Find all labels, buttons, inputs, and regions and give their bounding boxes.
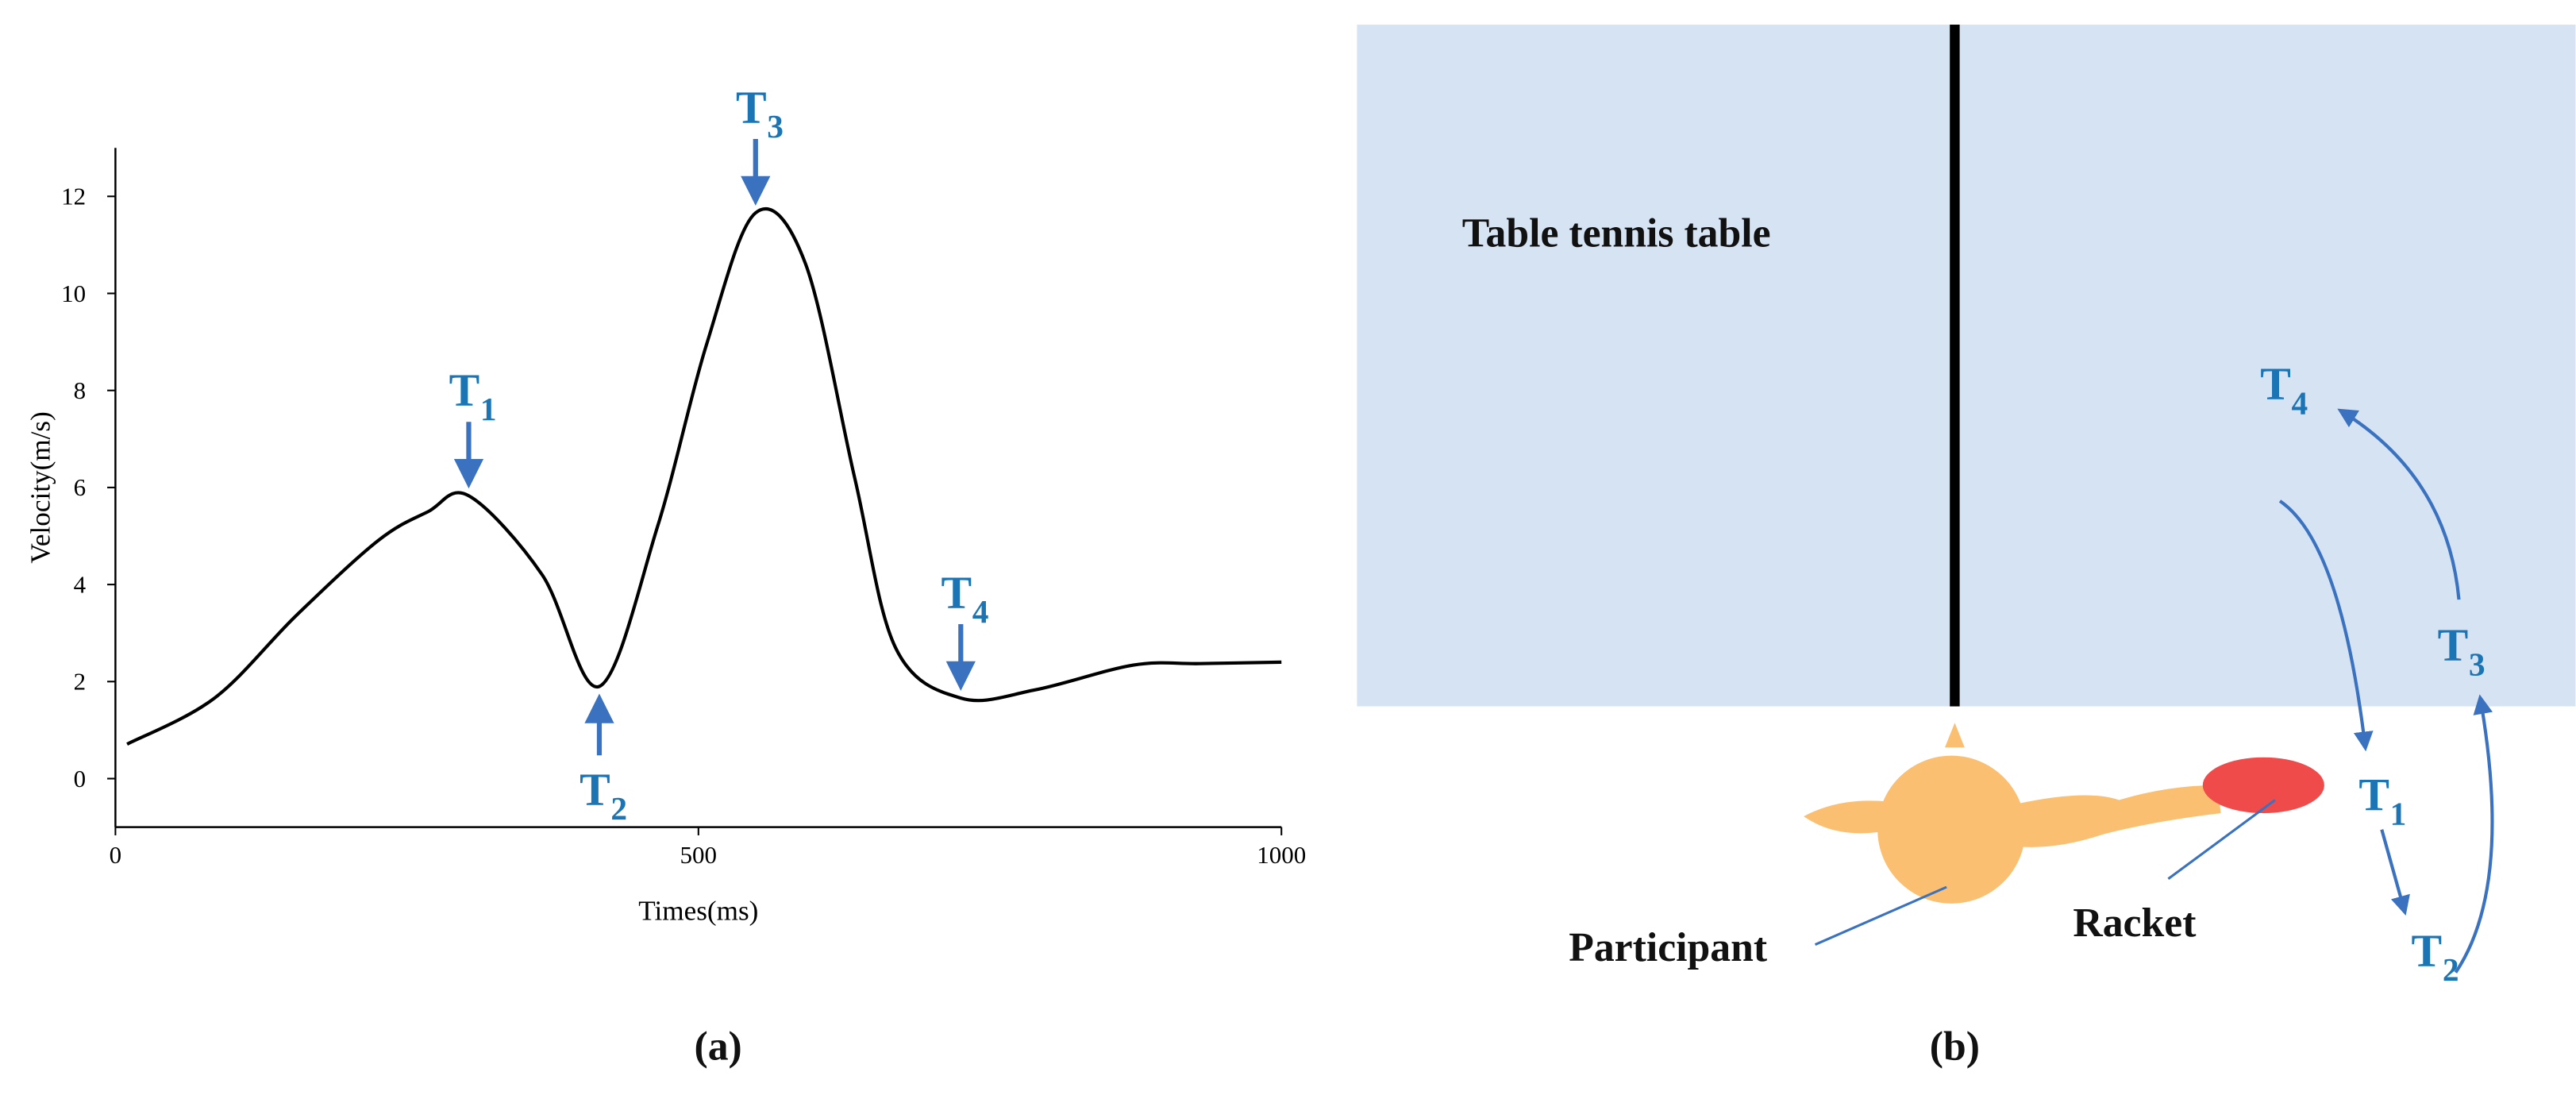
phase-sub: 1 (2390, 796, 2407, 832)
x-tick-label: 0 (110, 841, 122, 869)
y-tick-label: 6 (74, 473, 87, 501)
participant-head (1877, 755, 2026, 904)
left-arm (1804, 800, 1893, 834)
annotation-label: T (449, 364, 480, 416)
x-tick-label: 500 (680, 841, 718, 869)
phase-sub: 2 (2443, 951, 2459, 988)
motion-arrow (2278, 499, 2374, 752)
y-tick-label: 10 (61, 280, 86, 307)
motion-arrow (2337, 408, 2461, 600)
table-label: Table tennis table (1462, 210, 1771, 256)
table (1357, 25, 2576, 707)
racket (2202, 757, 2324, 814)
annotation-label: T (580, 763, 610, 815)
phase-label: T (2438, 619, 2469, 671)
annotation-sub: 1 (480, 391, 497, 427)
diagram: Table tennis table Participant Racket T … (1357, 25, 2576, 1069)
net (1950, 25, 1960, 707)
phase-sub: 3 (2469, 646, 2486, 682)
y-tick-label: 0 (74, 765, 87, 792)
annotation-label: T (941, 566, 972, 618)
nose (1945, 723, 1965, 748)
y-tick-label: 8 (74, 376, 87, 404)
x-tick-label: 1000 (1257, 841, 1306, 869)
motion-arrow (2454, 694, 2494, 974)
annotation-sub: 2 (610, 790, 627, 827)
participant-label: Participant (1569, 925, 1767, 970)
pointer (1814, 885, 1947, 946)
annotation-sub: 3 (767, 108, 784, 145)
x-axis-label: Times(ms) (638, 896, 758, 927)
phase-label: T (2358, 769, 2389, 820)
phase-label: T (2412, 924, 2443, 976)
y-axis-label: Velocity(m/s) (25, 411, 56, 563)
annotation-sub: 4 (972, 593, 989, 630)
caption: (a) (694, 1024, 741, 1069)
phase-sub: 4 (2292, 384, 2308, 421)
racket-label: Racket (2073, 900, 2196, 946)
y-tick-label: 4 (74, 570, 87, 598)
caption: (b) (1930, 1024, 1980, 1069)
line (126, 207, 1282, 746)
motion-arrow (2380, 829, 2410, 916)
pointer (2167, 799, 2276, 881)
y-tick-label: 2 (74, 668, 87, 696)
phase-label: T (2260, 358, 2291, 410)
right-arm (2012, 785, 2221, 847)
annotation-label: T (736, 81, 767, 133)
y-tick-label: 12 (61, 183, 86, 210)
